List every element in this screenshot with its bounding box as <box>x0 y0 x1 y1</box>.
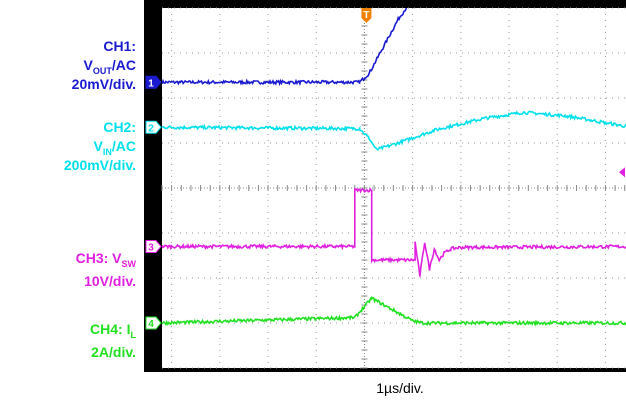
ch3-label: CH3: VSW 10V/div. <box>76 249 136 291</box>
ch2-signal: VIN/AC <box>93 138 136 157</box>
channel-ch2-marker-label: 2 <box>148 123 154 134</box>
channel-ch4-marker-label: 4 <box>148 319 154 330</box>
ch1-title: CH1: <box>103 38 136 54</box>
ch2-label: CH2: VIN/AC 200mV/div. <box>64 118 136 175</box>
ch4-scale: 2A/div. <box>91 344 136 360</box>
channel-ch3-marker <box>145 240 162 253</box>
trigger-marker-label: T <box>363 10 369 21</box>
trace-ch1 <box>162 8 408 87</box>
channel-ch4-marker <box>145 316 162 330</box>
x-axis-label: 1µs/div. <box>376 380 424 396</box>
ch1-label: CH1: VOUT/AC 20mV/div. <box>72 37 136 94</box>
ch2-scale: 200mV/div. <box>63 157 136 173</box>
ch1-signal: VOUT/AC <box>83 57 136 76</box>
channel-ch1-marker-label: 1 <box>148 78 154 89</box>
trace-ch3 <box>162 187 626 277</box>
channel-ch1-marker <box>145 75 162 89</box>
ch3-scale: 10V/div. <box>84 273 136 289</box>
trigger-level-marker <box>619 167 625 178</box>
ch3-title: CH3: VSW <box>75 250 136 269</box>
ch2-title: CH2: <box>103 119 136 135</box>
trace-ch2 <box>162 110 626 151</box>
ch4-title: CH4: IL <box>90 321 136 340</box>
trigger-marker <box>361 8 372 23</box>
ch1-scale: 20mV/div. <box>71 76 136 92</box>
channel-ch3-marker-label: 3 <box>148 243 154 254</box>
trace-ch4 <box>162 295 626 327</box>
channel-ch2-marker <box>145 120 162 134</box>
ch4-label: CH4: IL 2A/div. <box>90 320 136 362</box>
